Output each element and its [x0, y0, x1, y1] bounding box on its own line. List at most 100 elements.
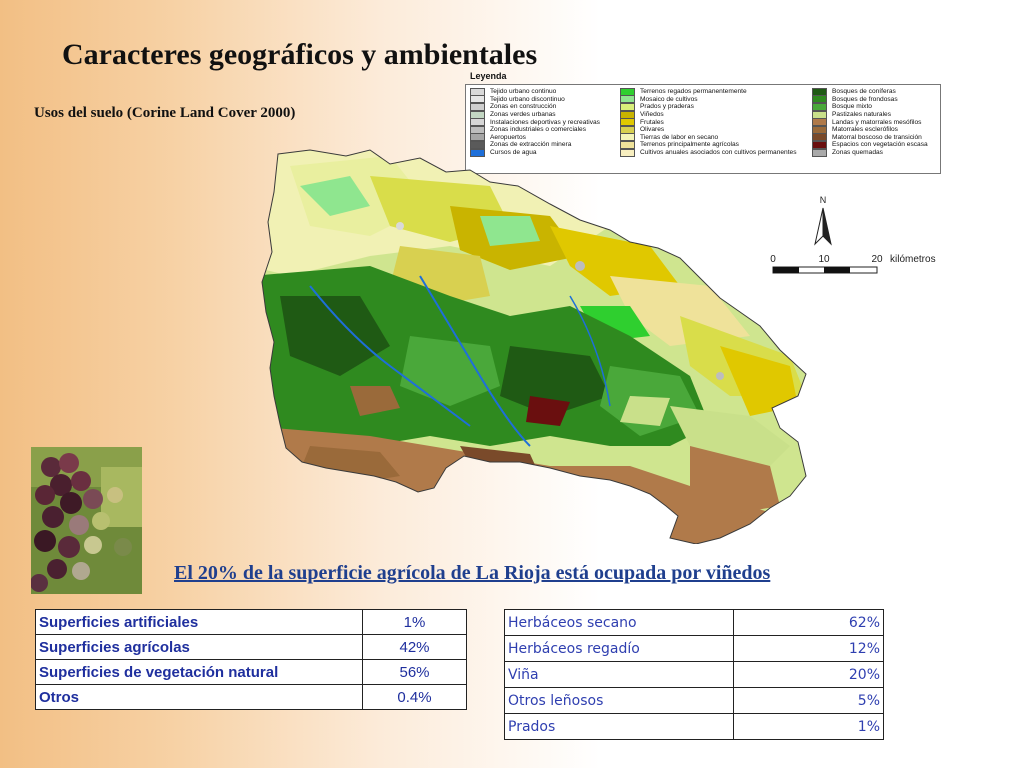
legend-item: Bosques de frondosas [812, 95, 928, 104]
table-row: Herbáceos secano 62% [504, 609, 884, 636]
table-row: Superficies agrícolas 42% [35, 634, 467, 660]
slide-title: Caracteres geográficos y ambientales [62, 38, 538, 71]
legend-label: Viñedos [640, 111, 664, 119]
legend-swatch [470, 133, 485, 142]
legend-item: Aeropuertos [470, 133, 600, 142]
legend-swatch [812, 148, 827, 157]
legend-item: Zonas verdes urbanas [470, 110, 600, 119]
legend-label: Tierras de labor en secano [640, 133, 719, 141]
legend-swatch [812, 118, 827, 127]
legend-swatch [620, 140, 635, 149]
grapes-photo [31, 447, 142, 594]
legend-label: Tejido urbano discontinuo [490, 95, 565, 103]
legend-label: Zonas de extracción minera [490, 141, 572, 149]
legend-item: Instalaciones deportivas y recreativas [470, 118, 600, 127]
legend-item: Tierras de labor en secano [620, 133, 797, 142]
table-cell-value: 5% [733, 687, 884, 714]
legend-label: Bosques de coníferas [832, 88, 896, 96]
table-cell-value: 56% [362, 659, 467, 685]
legend-label: Cultivos anuales asociados con cultivos … [640, 149, 797, 157]
legend-item: Cursos de agua [470, 148, 600, 157]
legend-label: Bosques de frondosas [832, 95, 898, 103]
legend-swatch [470, 110, 485, 119]
table-cell-value: 42% [362, 634, 467, 660]
legend-swatch [470, 87, 485, 96]
legend-label: Cursos de agua [490, 149, 537, 157]
legend-item: Bosque mixto [812, 102, 928, 111]
legend-label: Frutales [640, 118, 664, 126]
table-cell-value: 62% [733, 609, 884, 636]
table-cell-label: Viña [504, 661, 734, 688]
table-cell-label: Prados [504, 713, 734, 740]
table-cell-label: Superficies agrícolas [35, 634, 363, 660]
legend-label: Espacios con vegetación escasa [832, 141, 928, 149]
legend-item: Pastizales naturales [812, 110, 928, 119]
legend-item: Terrenos regados permanentemente [620, 87, 797, 96]
legend-label: Matorral boscoso de transición [832, 133, 922, 141]
table-cell-value: 20% [733, 661, 884, 688]
legend-label: Bosque mixto [832, 103, 872, 111]
scale-label-20: 20 [871, 254, 883, 265]
legend-item: Viñedos [620, 110, 797, 119]
legend-column-3: Bosques de coníferas Bosques de frondosa… [812, 87, 928, 157]
legend-item: Zonas industriales o comerciales [470, 125, 600, 134]
table-cell-value: 1% [733, 713, 884, 740]
legend-label: Zonas en construcción [490, 103, 557, 111]
legend-item: Matorral boscoso de transición [812, 133, 928, 142]
legend-swatch [812, 140, 827, 149]
legend-item: Tejido urbano continuo [470, 87, 600, 96]
legend-item: Zonas quemadas [812, 148, 928, 157]
legend-label: Aeropuertos [490, 133, 526, 141]
legend-swatch [620, 87, 635, 96]
legend-item: Mosaico de cultivos [620, 95, 797, 104]
legend-swatch [620, 102, 635, 111]
table-row: Herbáceos regadío 12% [504, 635, 884, 662]
legend-label: Terrenos principalmente agrícolas [640, 141, 739, 149]
legend-label: Instalaciones deportivas y recreativas [490, 118, 600, 126]
legend-item: Espacios con vegetación escasa [812, 140, 928, 149]
legend-label: Zonas industriales o comerciales [490, 126, 587, 134]
legend-label: Prados y praderas [640, 103, 694, 111]
legend-item: Landas y matorrales mesófilos [812, 118, 928, 127]
legend-title: Leyenda [470, 71, 507, 81]
table-row: Viña 20% [504, 661, 884, 688]
legend-item: Terrenos principalmente agrícolas [620, 140, 797, 149]
table-cell-label: Otros leñosos [504, 687, 734, 714]
north-arrow-icon: N [814, 195, 832, 246]
legend-swatch [812, 125, 827, 134]
table-cell-label: Superficies artificiales [35, 609, 363, 635]
legend-swatch [812, 110, 827, 119]
legend-swatch [812, 133, 827, 142]
legend-swatch [620, 148, 635, 157]
legend-label: Terrenos regados permanentemente [640, 88, 747, 96]
vineyard-caption: El 20% de la superficie agrícola de La R… [174, 562, 771, 584]
legend-swatch [812, 102, 827, 111]
legend-swatch [620, 95, 635, 104]
legend-item: Olivares [620, 125, 797, 134]
legend-label: Olivares [640, 126, 665, 134]
legend-item: Cultivos anuales asociados con cultivos … [620, 148, 797, 157]
table-cell-label: Herbáceos secano [504, 609, 734, 636]
legend-swatch [470, 140, 485, 149]
legend-item: Matorrales esclerófilos [812, 125, 928, 134]
table-cell-value: 0.4% [362, 684, 467, 710]
map-legend: Tejido urbano continuo Tejido urbano dis… [465, 84, 941, 174]
legend-column-2: Terrenos regados permanentemente Mosaico… [620, 87, 797, 157]
legend-label: Zonas quemadas [832, 149, 883, 157]
legend-swatch [470, 148, 485, 157]
table-row: Otros leñosos 5% [504, 687, 884, 714]
legend-item: Tejido urbano discontinuo [470, 95, 600, 104]
table-cell-label: Superficies de vegetación natural [35, 659, 363, 685]
legend-item: Zonas en construcción [470, 102, 600, 111]
legend-swatch [812, 87, 827, 96]
legend-label: Matorrales esclerófilos [832, 126, 898, 134]
scale-bar: 0 10 20 kilómetros [770, 254, 936, 274]
scale-label-10: 10 [818, 254, 830, 265]
legend-swatch [620, 125, 635, 134]
legend-swatch [620, 133, 635, 142]
agricultural-use-table: Herbáceos secano 62% Herbáceos regadío 1… [504, 609, 884, 740]
slide-subtitle: Usos del suelo (Corine Land Cover 2000) [34, 105, 296, 121]
legend-swatch [812, 95, 827, 104]
table-cell-label: Otros [35, 684, 363, 710]
table-cell-value: 12% [733, 635, 884, 662]
